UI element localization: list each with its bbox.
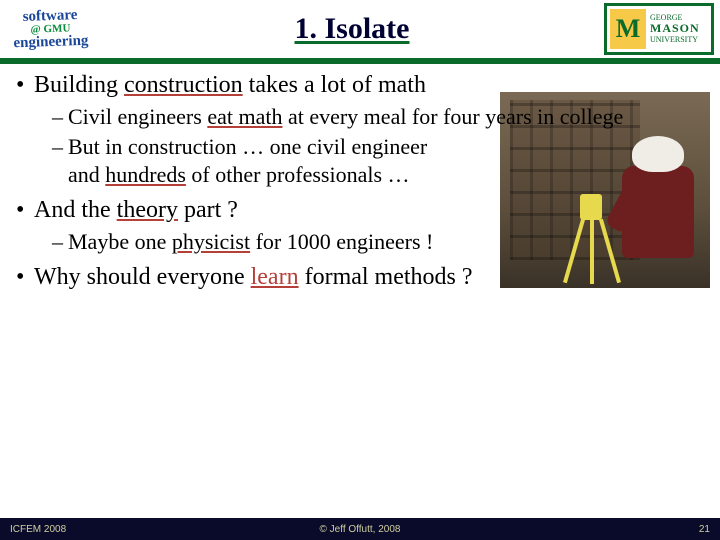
swe-logo: software @ GMU engineering xyxy=(0,0,100,58)
b1-underline: construction xyxy=(124,72,243,98)
s1-underline: eat math xyxy=(207,104,282,129)
s2-underline: hundreds xyxy=(105,162,186,187)
sub-1: Civil engineers eat math at every meal f… xyxy=(16,103,704,131)
footer: ICFEM 2008 © Jeff Offutt, 2008 21 xyxy=(0,518,720,540)
b1-post: takes a lot of math xyxy=(243,72,426,98)
b2-pre: And the xyxy=(34,197,117,223)
title-area: 1. Isolate xyxy=(100,12,604,46)
b2-post: part ? xyxy=(178,197,238,223)
footer-left: ICFEM 2008 xyxy=(10,524,66,535)
s2-post: of other professionals … xyxy=(186,162,410,187)
mason-text: GEORGE MASON UNIVERSITY xyxy=(650,14,700,45)
s3-underline: physicist xyxy=(172,229,250,254)
s1-pre: Civil engineers xyxy=(68,104,207,129)
swe-logo-text: software @ GMU engineering xyxy=(12,7,88,51)
header: software @ GMU engineering 1. Isolate M … xyxy=(0,0,720,58)
bullet-1: Building construction takes a lot of mat… xyxy=(16,70,704,101)
sub-3: Maybe one physicist for 1000 engineers ! xyxy=(16,228,456,256)
b3-underline: learn xyxy=(251,264,299,290)
s3-post: for 1000 engineers ! xyxy=(250,229,433,254)
s1-post: at every meal for four years in college xyxy=(282,104,623,129)
footer-center: © Jeff Offutt, 2008 xyxy=(320,524,401,535)
mason-bot: UNIVERSITY xyxy=(650,36,700,45)
b2-underline: theory xyxy=(117,197,178,223)
bullet-3: Why should everyone learn formal methods… xyxy=(16,262,496,293)
b1-pre: Building xyxy=(34,72,124,98)
mason-m: M xyxy=(610,9,646,49)
b3-post: formal methods ? xyxy=(299,264,473,290)
sub-2: But in construction … one civil engineer… xyxy=(16,133,456,189)
bullet-2: And the theory part ? xyxy=(16,195,704,226)
slide: software @ GMU engineering 1. Isolate M … xyxy=(0,0,720,540)
footer-right: 21 xyxy=(699,524,710,535)
slide-title: 1. Isolate xyxy=(295,12,410,45)
b3-pre: Why should everyone xyxy=(34,264,251,290)
content: Building construction takes a lot of mat… xyxy=(0,64,720,293)
swe-line3: engineering xyxy=(13,33,88,51)
s3-pre: Maybe one xyxy=(68,229,172,254)
mason-mid: MASON xyxy=(650,22,700,35)
mason-logo: M GEORGE MASON UNIVERSITY xyxy=(604,3,714,55)
